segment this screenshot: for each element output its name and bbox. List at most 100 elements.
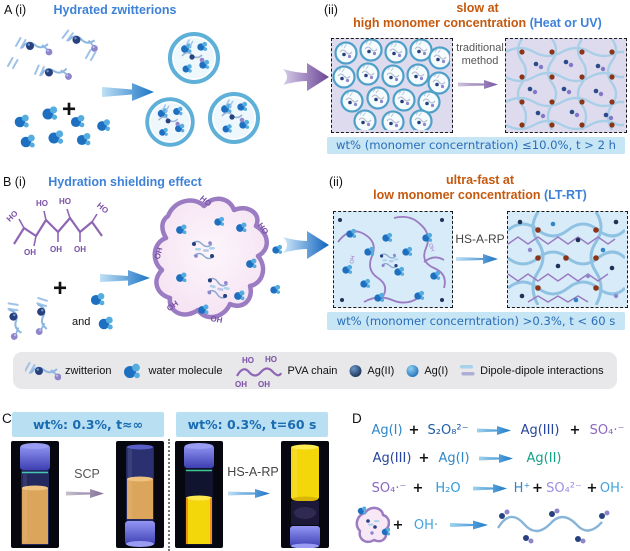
panel-c-banner-right: wt%: 0.3%, t=60 s (176, 412, 328, 437)
legend-label-ag2: Ag(II) (367, 364, 395, 377)
eq2-reactant-1: Ag(III) (372, 451, 412, 466)
traditional-method-label: traditional method (452, 42, 508, 68)
oh-label: OH (153, 246, 165, 260)
eq1-reactant-2: S₂O₈²⁻ (427, 423, 469, 438)
oh-label: OH (50, 245, 62, 254)
eq2-product-1: Ag(II) (526, 451, 562, 466)
panel-b-big-arrow (283, 231, 329, 259)
and-label: and (72, 316, 90, 328)
title-blue-part: (LT-RT) (540, 188, 587, 202)
panel-d-label: D (352, 411, 362, 426)
legend-item-dipole: Dipole-dipole interactions (459, 363, 604, 378)
oh-label: HO (59, 197, 71, 206)
hydration-shielding-illustration: HO HO HO OH OH OH HO + and HO OH HO OH O… (4, 194, 282, 342)
fast-network-box (507, 211, 628, 308)
oh-label: OH (24, 248, 36, 257)
hs-a-rp-label: HS-A-RP (455, 232, 505, 246)
legend-label-pva: PVA chain (287, 364, 338, 377)
legend: zwitterion water molecule HO HO OH OH PV… (13, 352, 617, 389)
legend-item-ag2: Ag(II) (348, 363, 394, 378)
oh-label: OH (210, 314, 224, 325)
panel-b-title: Hydration shielding effect (48, 175, 202, 189)
plus-sign: + (532, 481, 543, 496)
fast-network-illustration (507, 211, 627, 306)
mixing-arrow (102, 83, 154, 101)
hs-a-rp-arrow (456, 254, 498, 264)
legend-label-dipole: Dipole-dipole interactions (480, 364, 604, 377)
eq1-product-1: Ag(III) (520, 423, 560, 438)
plus-sign: + (62, 96, 76, 123)
panel-a-ii-title-2: high monomer concentration (Heat or UV) (330, 16, 625, 30)
panel-b-banner: wt% (monomer concerntration) >0.3%, t < … (327, 312, 625, 330)
legend-item-pva: HO HO OH OH PVA chain (233, 354, 337, 388)
eq3-reactant-2: H₂O (435, 481, 461, 496)
scp-arrow (66, 489, 104, 498)
plus-sign: + (586, 481, 598, 496)
oh-label: OH (258, 380, 270, 388)
reaction-arrow (479, 454, 513, 463)
shielded-solution-illustration: OH OH (337, 215, 446, 304)
method-line-2: method (461, 55, 499, 67)
dipole-icon (460, 365, 475, 376)
oh-label: HO (95, 201, 110, 216)
vial-photo-liquid-inverted (116, 441, 164, 548)
vial-photo-gel-inverted (281, 441, 329, 548)
panel-c-label: C (2, 411, 12, 426)
title-orange-part: high monomer concentration (353, 16, 527, 30)
oh-label: HO (5, 209, 20, 224)
panel-b-ii-label: (ii) (329, 175, 343, 189)
oh-label: HO (36, 199, 48, 208)
oh-label: OH (74, 245, 86, 254)
vial-photo-liquid-upright (11, 441, 59, 548)
ag1-icon (406, 365, 419, 377)
oh-label: OH (349, 255, 356, 264)
water-molecule-icon (124, 363, 141, 378)
monomer-solution-box (331, 38, 453, 134)
panel-b-ii-title-1: ultra-fast at (445, 173, 515, 187)
title-blue-part: (Heat or UV) (526, 16, 602, 30)
eq3-reactant-1: SO₄·⁻ (371, 481, 407, 496)
polymer-chain-product (496, 508, 610, 544)
hs-a-rp-arrow-c (228, 489, 270, 498)
eq2-reactant-2: Ag(I) (438, 451, 470, 466)
legend-item-ag1: Ag(I) (405, 363, 448, 378)
legend-label-ag1: Ag(I) (424, 364, 449, 377)
title-orange-part: low monomer concentration (373, 188, 541, 202)
plus-sign: + (412, 481, 424, 496)
legend-label-zwitterion: zwitterion (65, 364, 112, 377)
panel-a-title: Hydrated zwitterions (53, 3, 177, 17)
legend-item-water: water molecule (122, 362, 222, 380)
eq3-product-2: SO₄²⁻ (546, 481, 582, 496)
reaction-arrow (473, 484, 507, 493)
shielded-solution-box: OH OH (333, 211, 453, 308)
zwitterion-icon (25, 361, 61, 381)
mixing-arrow (100, 270, 150, 286)
oh-label: OH (427, 243, 435, 253)
reaction-arrow (450, 520, 488, 530)
panel-a-banner: wt% (monomer concerntration) ≤10.0%, t >… (327, 137, 625, 154)
crosslinked-network-box (505, 38, 627, 133)
hydrated-zwitterions-illustration: + (7, 20, 282, 148)
eq1-product-2: SO₄·⁻ (589, 423, 625, 438)
plus-sign: + (392, 517, 404, 533)
shielded-monomer-icon (355, 506, 390, 544)
eq3-product-3: OH· (599, 481, 625, 496)
panel-a-ii-label: (ii) (324, 3, 338, 17)
plus-sign: + (569, 423, 581, 438)
equation-3: SO₄·⁻ + H₂O H⁺ + SO₄²⁻ + OH· (368, 481, 626, 496)
traditional-method-arrow (458, 80, 498, 89)
equation-4: + OH· (354, 504, 612, 546)
legend-item-zwitterion: zwitterion (25, 361, 111, 381)
panel-a-label: A (i) (4, 3, 27, 17)
panel-b-label: B (i) (3, 175, 26, 189)
plus-sign: + (418, 451, 430, 466)
panel-c-banner-left: wt%: 0.3%, t≈∞ (12, 412, 164, 437)
equation-2: Ag(III) + Ag(I) Ag(II) (368, 451, 570, 466)
panel-a-big-arrow (283, 63, 329, 91)
hydrated-monomers-illustration (332, 38, 452, 134)
oh-label: HO (242, 356, 254, 365)
reaction-arrow (477, 426, 511, 435)
eq4-reactant-2: OH· (413, 517, 439, 533)
pva-chain-icon: HO HO OH OH (235, 355, 283, 388)
